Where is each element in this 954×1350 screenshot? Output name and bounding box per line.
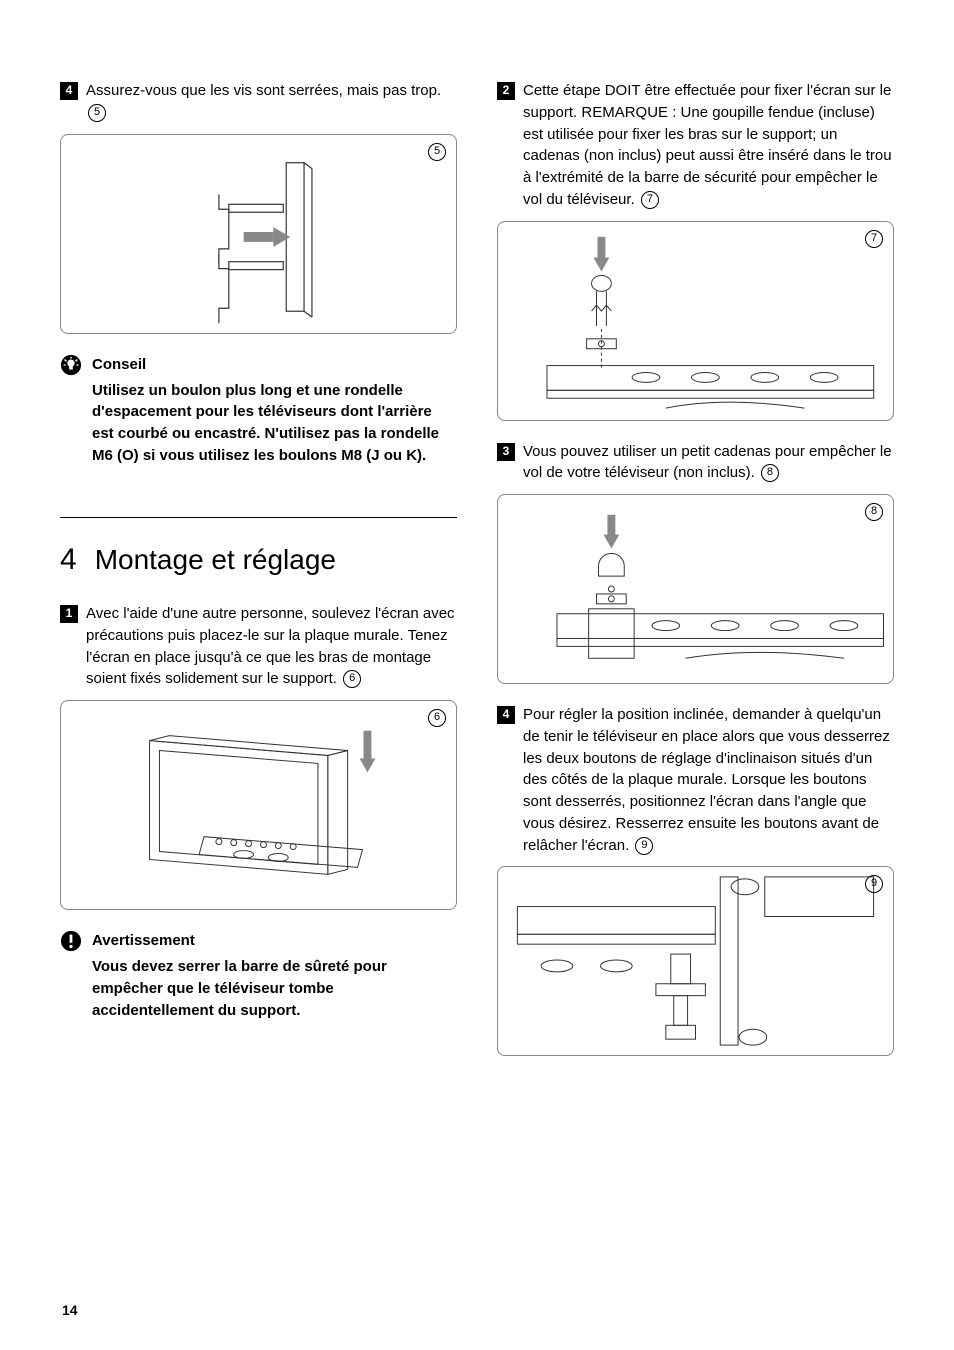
figure-9: 9: [497, 866, 894, 1056]
figure-6: 6: [60, 700, 457, 910]
figure-ref: 5: [88, 104, 106, 122]
step-text: Assurez-vous que les vis sont serrées, m…: [86, 80, 457, 124]
page-number: 14: [62, 1300, 78, 1320]
step-body: Vous pouvez utiliser un petit cadenas po…: [523, 443, 892, 482]
step-1: 1 Avec l'aide d'une autre personne, soul…: [60, 603, 457, 690]
figure-ref: 9: [635, 837, 653, 855]
section-title: Montage et réglage: [95, 540, 336, 581]
figure-5-illustration: [61, 135, 456, 333]
section-number: 4: [60, 538, 77, 582]
warning-title: Avertissement: [92, 930, 195, 952]
step-number-badge: 1: [60, 605, 78, 623]
figure-8-illustration: [498, 495, 893, 683]
figure-7: 7: [497, 221, 894, 421]
lightbulb-icon: [60, 354, 82, 376]
step-number-badge: 4: [497, 706, 515, 724]
step-number-badge: 2: [497, 82, 515, 100]
warning-icon: [60, 930, 82, 952]
figure-6-illustration: [61, 701, 456, 909]
step-text: Cette étape DOIT être effectuée pour fix…: [523, 80, 894, 211]
page-columns: 4 Assurez-vous que les vis sont serrées,…: [60, 80, 894, 1076]
warning-header: Avertissement: [60, 930, 457, 952]
figure-label: 5: [428, 143, 446, 161]
step-text: Avec l'aide d'une autre personne, soulev…: [86, 603, 457, 690]
step-body: Assurez-vous que les vis sont serrées, m…: [86, 82, 441, 99]
figure-ref: 6: [343, 670, 361, 688]
tip-body: Utilisez un boulon plus long et une rond…: [92, 380, 457, 467]
step-4b: 4 Pour régler la position inclinée, dema…: [497, 704, 894, 856]
figure-ref: 7: [641, 191, 659, 209]
figure-label: 6: [428, 709, 446, 727]
step-3: 3 Vous pouvez utiliser un petit cadenas …: [497, 441, 894, 485]
tip-title: Conseil: [92, 354, 146, 376]
figure-5: 5: [60, 134, 457, 334]
section-divider: [60, 517, 457, 518]
step-body: Avec l'aide d'une autre personne, soulev…: [86, 605, 455, 687]
figure-9-illustration: [498, 867, 893, 1055]
figure-ref: 8: [761, 464, 779, 482]
figure-label: 7: [865, 230, 883, 248]
section-heading: 4 Montage et réglage: [60, 538, 457, 582]
figure-7-illustration: [498, 222, 893, 420]
tip-block: Conseil Utilisez un boulon plus long et …: [60, 354, 457, 467]
figure-8: 8: [497, 494, 894, 684]
step-number-badge: 3: [497, 443, 515, 461]
step-body: Cette étape DOIT être effectuée pour fix…: [523, 82, 892, 208]
tip-header: Conseil: [60, 354, 457, 376]
step-4: 4 Assurez-vous que les vis sont serrées,…: [60, 80, 457, 124]
step-text: Pour régler la position inclinée, demand…: [523, 704, 894, 856]
step-number-badge: 4: [60, 82, 78, 100]
step-2: 2 Cette étape DOIT être effectuée pour f…: [497, 80, 894, 211]
warning-block: Avertissement Vous devez serrer la barre…: [60, 930, 457, 1021]
right-column: 2 Cette étape DOIT être effectuée pour f…: [497, 80, 894, 1076]
figure-label: 8: [865, 503, 883, 521]
warning-body: Vous devez serrer la barre de sûreté pou…: [92, 956, 457, 1021]
step-text: Vous pouvez utiliser un petit cadenas po…: [523, 441, 894, 485]
step-body: Pour régler la position inclinée, demand…: [523, 706, 890, 854]
left-column: 4 Assurez-vous que les vis sont serrées,…: [60, 80, 457, 1076]
